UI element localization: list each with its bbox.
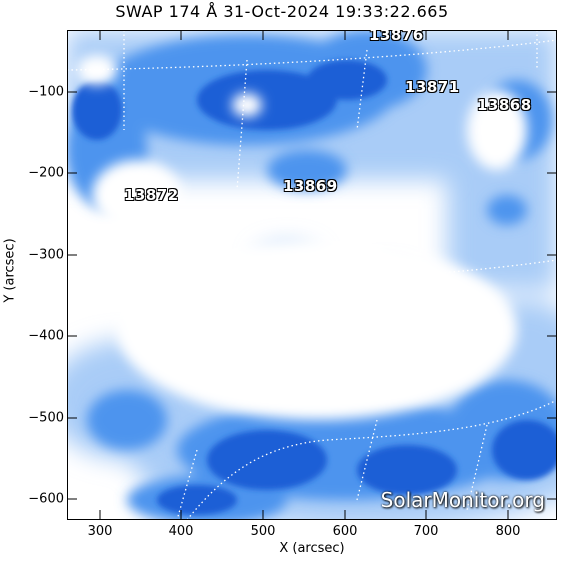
watermark: SolarMonitor.org <box>380 488 545 512</box>
y-tick-label: −200 <box>28 165 64 181</box>
y-tick-label: −500 <box>28 410 64 426</box>
solar-image-canvas <box>67 30 557 520</box>
active-region-label: 13871 <box>405 78 460 96</box>
active-region-label: 13876 <box>369 30 424 44</box>
x-axis-label: X (arcsec) <box>279 541 345 556</box>
y-tick-label: −600 <box>28 491 64 507</box>
solar-image: 13876 13871 13868 13872 13869 SolarMonit… <box>67 30 557 520</box>
active-region-label: 13869 <box>283 177 338 195</box>
x-tick-label: 500 <box>250 524 276 539</box>
plot-frame <box>67 30 557 520</box>
active-region-label: 13868 <box>477 96 532 114</box>
x-tick-label: 300 <box>87 524 113 539</box>
y-tick-label: −300 <box>28 247 64 263</box>
x-tick-label: 600 <box>332 524 358 539</box>
image-title: SWAP 174 Å 31-Oct-2024 19:33:22.665 <box>115 2 449 21</box>
x-tick-label: 800 <box>495 524 521 539</box>
x-tick-label: 700 <box>413 524 439 539</box>
x-tick-label: 400 <box>168 524 194 539</box>
active-region-label: 13872 <box>124 186 179 204</box>
dark-emission-cores <box>72 60 557 515</box>
y-tick-label: −100 <box>28 84 64 100</box>
y-tick-label: −400 <box>28 328 64 344</box>
bright-corona <box>77 55 527 420</box>
y-axis-label: Y (arcsec) <box>2 238 18 303</box>
heliographic-grid <box>67 30 557 520</box>
axis-ticks <box>67 30 557 520</box>
